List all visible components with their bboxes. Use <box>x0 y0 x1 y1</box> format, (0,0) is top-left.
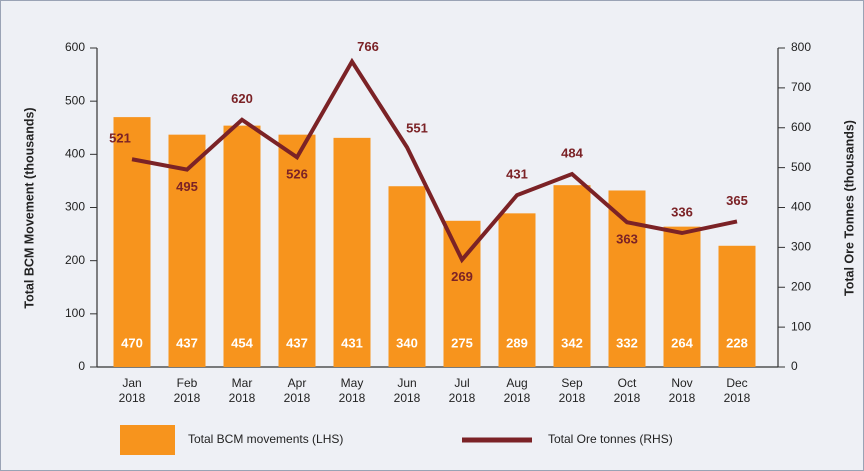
x-tick-label: Sep 2018 <box>559 376 586 405</box>
bar <box>223 125 261 367</box>
y2-tick-label: 600 <box>791 120 811 134</box>
y-tick-label: 600 <box>65 40 85 54</box>
bar-value-label: 264 <box>671 335 693 350</box>
line-value-label: 526 <box>286 167 308 182</box>
y2-axis-title: Total Ore Tonnes (thousands) <box>842 120 856 296</box>
line-value-label: 269 <box>451 269 473 284</box>
x-tick-label: Mar 2018 <box>229 376 256 405</box>
x-tick-label: Jun 2018 <box>394 376 421 405</box>
y2-tick-label: 500 <box>791 160 811 174</box>
line-value-label: 336 <box>671 204 693 219</box>
bar-value-label: 437 <box>176 335 198 350</box>
y2-tick-label: 200 <box>791 279 811 293</box>
bar <box>278 134 316 367</box>
y-tick-label: 0 <box>78 359 85 373</box>
x-tick-label: Dec 2018 <box>724 376 751 405</box>
bar-value-label: 275 <box>451 335 473 350</box>
bar-value-label: 431 <box>341 335 363 350</box>
bar-value-label: 342 <box>561 335 583 350</box>
x-tick-label: Nov 2018 <box>669 376 696 405</box>
x-tick-label: Oct 2018 <box>614 376 641 405</box>
line-value-label: 431 <box>506 167 528 182</box>
x-tick-label: Apr 2018 <box>284 376 311 405</box>
line-value-label: 766 <box>357 39 379 54</box>
bar-value-label: 437 <box>286 335 308 350</box>
line-value-label: 365 <box>726 193 748 208</box>
bar <box>663 226 701 367</box>
legend-label: Total Ore tonnes (RHS) <box>548 432 673 446</box>
y2-tick-label: 800 <box>791 40 811 54</box>
bar <box>388 186 426 367</box>
bar <box>113 117 151 367</box>
x-tick-label: Jul 2018 <box>449 376 476 405</box>
line-value-label: 551 <box>406 121 428 136</box>
line-value-label: 484 <box>561 145 583 160</box>
x-tick-label: Aug 2018 <box>504 376 531 405</box>
bar <box>333 137 371 367</box>
bar-value-label: 340 <box>396 335 418 350</box>
bar-value-label: 470 <box>121 335 143 350</box>
y2-tick-label: 0 <box>791 359 798 373</box>
y-tick-label: 300 <box>65 200 85 214</box>
bar <box>718 245 756 367</box>
line <box>131 57 738 264</box>
y2-tick-label: 400 <box>791 200 811 214</box>
legend-swatch <box>120 425 175 455</box>
legend-label: Total BCM movements (LHS) <box>188 432 343 446</box>
bar <box>168 134 206 367</box>
y-tick-label: 200 <box>65 253 85 267</box>
line-value-label: 363 <box>616 232 638 247</box>
y2-tick-label: 700 <box>791 80 811 94</box>
y2-tick-label: 100 <box>791 319 811 333</box>
x-tick-label: Jan 2018 <box>119 376 146 405</box>
y-tick-label: 100 <box>65 306 85 320</box>
bar-value-label: 332 <box>616 335 638 350</box>
bar <box>498 213 536 367</box>
y-tick-label: 500 <box>65 93 85 107</box>
line-value-label: 620 <box>231 91 253 106</box>
x-tick-label: Feb 2018 <box>174 376 201 405</box>
x-tick-label: May 2018 <box>339 376 366 405</box>
bar-value-label: 454 <box>231 335 253 350</box>
bar <box>553 185 591 367</box>
y-tick-label: 400 <box>65 147 85 161</box>
line-value-label: 495 <box>176 179 198 194</box>
bar-value-label: 289 <box>506 335 528 350</box>
bar-value-label: 228 <box>726 335 748 350</box>
y2-tick-label: 300 <box>791 240 811 254</box>
line-value-label: 521 <box>109 131 131 146</box>
y-axis-title: Total BCM Movement (thousands) <box>22 107 36 308</box>
